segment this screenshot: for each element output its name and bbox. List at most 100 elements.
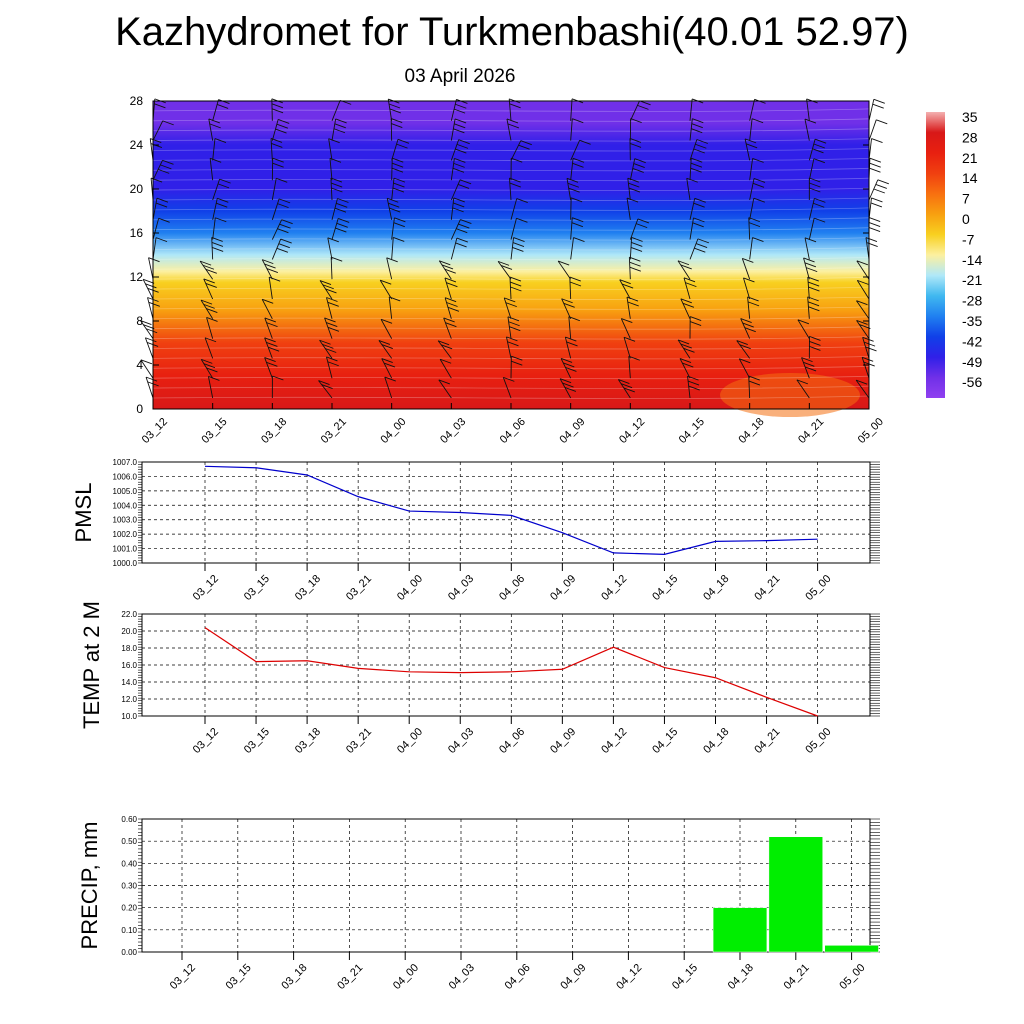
barb-staff (450, 197, 455, 220)
barb-flag (511, 360, 523, 366)
barb-staff (271, 178, 277, 201)
barb-staff (497, 261, 512, 280)
barb-flag (748, 222, 761, 228)
barb-flag (560, 357, 573, 363)
isotherm-line (152, 316, 870, 320)
barb-staff (570, 140, 581, 161)
y-axis-title: PMSL (71, 483, 96, 543)
barb-flag (748, 217, 760, 223)
barb-staff (378, 340, 393, 359)
barb-staff (689, 217, 694, 240)
barb-staff (689, 238, 699, 260)
barb-flag (458, 139, 470, 145)
barb-flag (870, 202, 883, 208)
barb-flag (813, 143, 825, 149)
colorbar-label: -7 (962, 231, 975, 247)
wind-barb (510, 198, 528, 220)
barb-flag (695, 243, 708, 248)
colorbar-label: -35 (962, 313, 982, 329)
barb-flag (809, 177, 821, 183)
y-tick-label: 1006.0 (113, 472, 138, 481)
barb-staff (738, 358, 751, 379)
barb-flag (205, 268, 217, 274)
barb-flag (627, 177, 639, 183)
barb-flag (280, 238, 292, 244)
x-tick-label: 04_18 (701, 726, 731, 756)
barb-flag (807, 276, 819, 282)
barb-staff (749, 198, 755, 220)
wind-barb (748, 217, 761, 240)
wind-barb (570, 237, 585, 260)
x-tick-label: 04_12 (599, 726, 629, 756)
wind-barb (503, 297, 517, 319)
wind-barb (212, 178, 231, 201)
wind-barb (450, 237, 468, 260)
barb-flag (861, 356, 874, 362)
wind-barb (330, 177, 343, 201)
wind-barb (379, 279, 393, 300)
barb-flag (807, 301, 820, 307)
barb-flag (199, 260, 212, 266)
barb-staff (801, 357, 810, 379)
barb-staff (686, 178, 691, 201)
barb-flag (808, 306, 820, 312)
barb-flag (688, 385, 700, 391)
barb-flag (869, 162, 881, 168)
y-tick-label: 1000.0 (113, 559, 138, 568)
barb-staff (326, 356, 333, 379)
wind-barb (740, 318, 756, 339)
barb-flag (324, 317, 336, 323)
y-tick-label: 12 (130, 270, 144, 284)
pmsl-series-line (204, 465, 818, 555)
barb-flag (386, 257, 398, 263)
wind-barb (618, 379, 635, 399)
barb-flag (809, 182, 821, 188)
barb-staff (386, 198, 393, 220)
barb-staff (679, 358, 691, 379)
barb-flag (271, 143, 283, 148)
barb-flag (627, 301, 639, 307)
x-tick-label: 04_15 (670, 962, 700, 992)
barb-flag (336, 202, 348, 208)
isotherm-line (152, 148, 870, 152)
barb-flag (693, 202, 705, 208)
barb-flag (276, 247, 289, 253)
colorbar-label: 35 (962, 109, 978, 125)
wind-barb (628, 355, 640, 379)
barb-staff (450, 139, 460, 161)
wind-barb (326, 297, 339, 319)
barb-flag (456, 228, 468, 234)
barb-flag (203, 363, 216, 369)
barb-staff (450, 219, 461, 240)
barb-staff (206, 317, 214, 339)
barb-staff (450, 118, 456, 141)
barb-staff (569, 276, 572, 300)
wind-barb (566, 177, 580, 201)
barb-flag (744, 138, 757, 144)
barb-staff (677, 339, 691, 359)
barb-flag (437, 340, 450, 346)
barb-flag (752, 182, 765, 188)
barb-flag (637, 218, 650, 224)
barb-staff (856, 320, 870, 339)
barb-flag (271, 108, 284, 114)
barb-flag (572, 217, 584, 223)
barb-flag (145, 376, 158, 382)
x-tick-label: 05_00 (803, 726, 833, 756)
barb-flag (686, 177, 698, 183)
barb-flag (327, 237, 339, 243)
wind-barb (689, 118, 704, 141)
barb-flag (278, 118, 290, 124)
barb-staff (557, 260, 572, 280)
barb-staff (856, 260, 870, 280)
barb-flag (629, 266, 641, 272)
barb-staff (629, 100, 640, 121)
barb-flag (875, 184, 887, 189)
barb-flag (201, 358, 213, 364)
barb-flag (441, 264, 454, 270)
wind-barb (209, 157, 222, 181)
wind-barb (808, 217, 826, 240)
barb-staff (331, 100, 341, 121)
barb-staff (749, 158, 754, 181)
barb-flag (266, 268, 279, 273)
